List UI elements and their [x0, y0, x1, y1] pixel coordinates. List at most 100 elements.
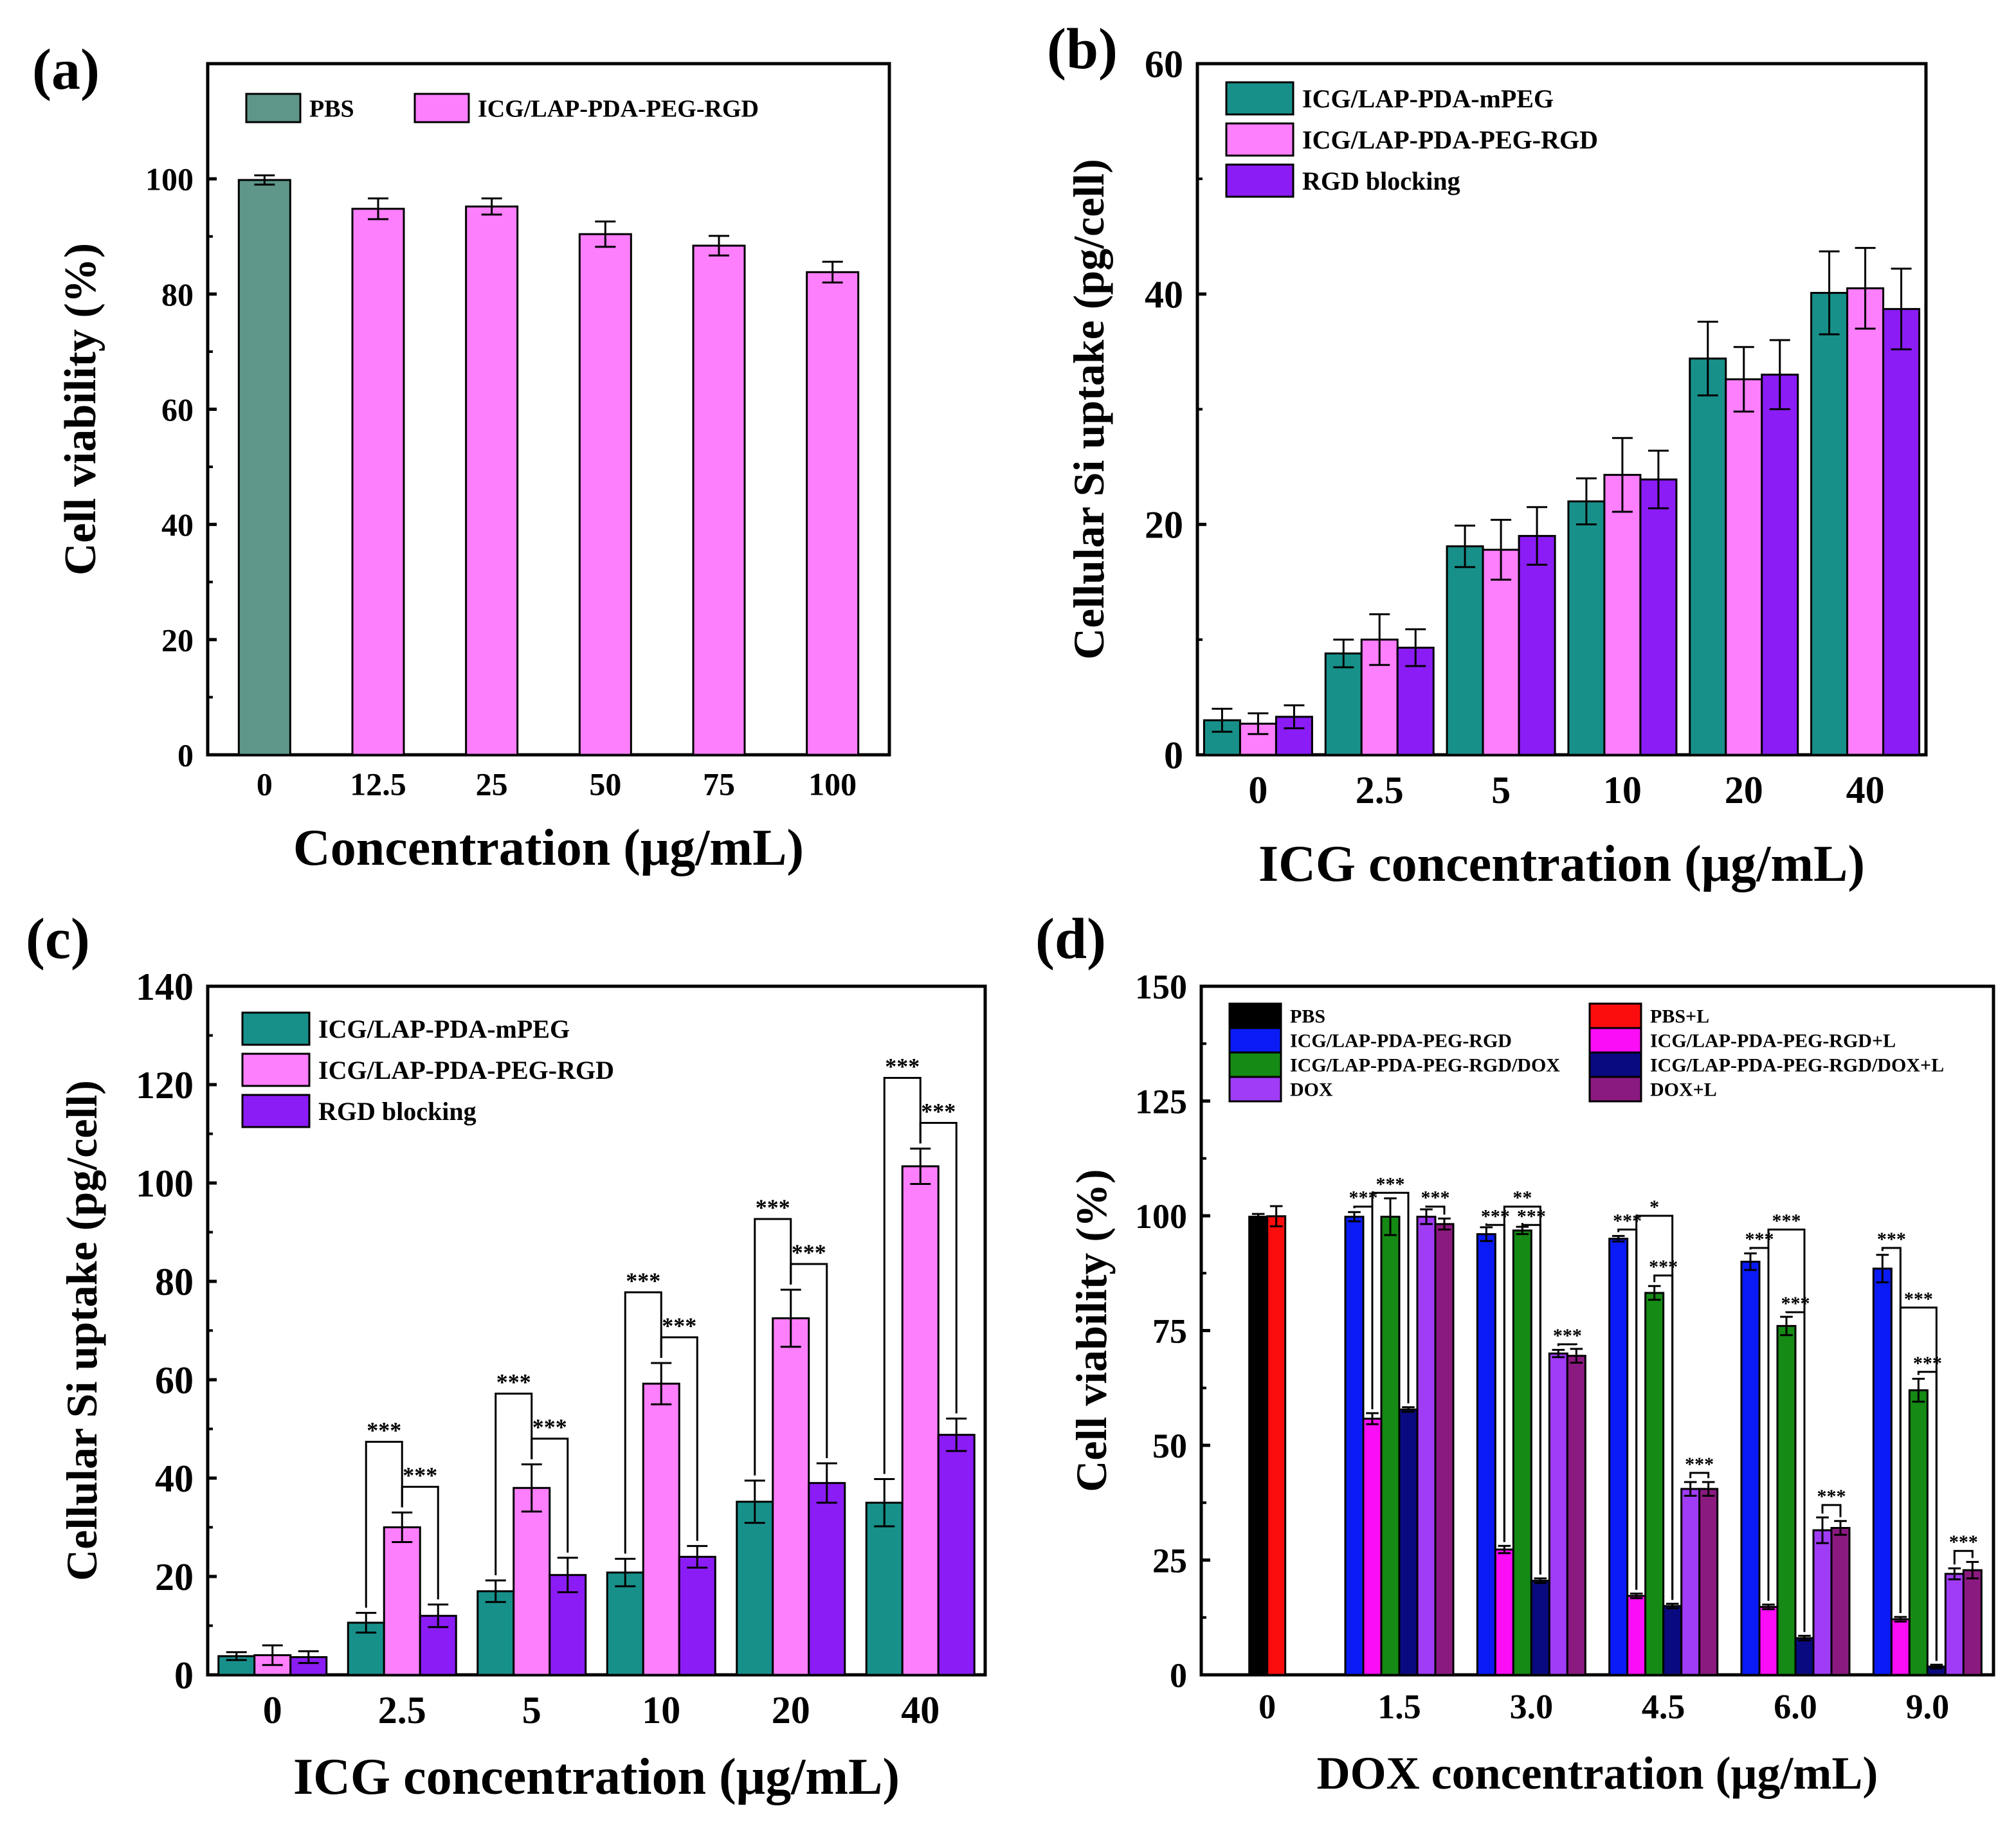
bar-icg-lap-pda-peg-rgd-3-0: [1476, 1233, 1496, 1676]
bar-icg-lap-pda-peg-rgd-40: [1846, 287, 1885, 756]
panel-d: (d) 0 25 50 75 100 125 150 0 1.5 3.0 4.5 6.0 9.0 DOX …: [1035, 907, 1995, 1799]
y-tick-label: 0: [1164, 734, 1183, 777]
significance-bracket: [1785, 1311, 1806, 1632]
significance-label: ***: [756, 1195, 790, 1220]
significance-label: ***: [1781, 1293, 1810, 1314]
plot-frame: [206, 62, 891, 757]
bar-icg-lap-pda-peg-rgd-10: [642, 1382, 680, 1676]
x-tick-label: 50: [589, 766, 621, 802]
bar-icg-lap-pda-mpeg-5: [477, 1590, 515, 1676]
legend-label-icg-lap-pda-peg-rgd-dox: ICG/LAP-PDA-PEG-RGD/DOX: [1290, 1055, 1560, 1076]
significance-bracket: [1821, 1504, 1842, 1517]
significance-label: ***: [792, 1240, 826, 1265]
bar-icg-lap-pda-mpeg-40: [865, 1501, 904, 1676]
y-tick-label: 125: [1135, 1082, 1187, 1121]
legend-label-icg-lap-pda-mpeg: ICG/LAP-PDA-mPEG: [1302, 84, 1554, 113]
x-tick-label: 4.5: [1642, 1688, 1685, 1726]
bar-icg-lap-pda-peg-rgd-20: [772, 1317, 810, 1676]
legend-swatch-icg-lap-pda-peg-rgd: [1228, 1027, 1282, 1054]
x-axis-label: DOX concentration (μg/mL): [1317, 1747, 1878, 1799]
x-tick-label: 10: [642, 1689, 680, 1731]
bar-rgd-blocking-20: [808, 1482, 846, 1676]
significance-label: ***: [885, 1053, 920, 1079]
x-tick-label: 40: [901, 1689, 940, 1731]
y-tick-label: 25: [1152, 1541, 1187, 1580]
significance-bracket: [883, 1076, 922, 1474]
significance-bracket: [919, 1121, 958, 1414]
significance-bracket: [401, 1486, 439, 1600]
panel-b: (b) 0 20 40 60 0 2.5 5 10 20 40 ICG concentration …: [1047, 17, 1928, 892]
significance-label: ***: [1877, 1229, 1906, 1250]
legend-swatch-icg-lap-pda-peg-rgd-dox: [1228, 1051, 1282, 1078]
legend-swatch-icg-lap-pda-peg-rgd-l: [1588, 1027, 1642, 1054]
y-tick-label: 100: [136, 1162, 194, 1205]
x-tick-label: 20: [772, 1689, 810, 1731]
legend-swatch-icg-lap-pda-peg-rgd: [413, 93, 470, 123]
y-tick-label: 0: [174, 1654, 194, 1697]
bar-rgd-blocking-40: [1882, 308, 1921, 756]
y-axis-label: Cellular Si uptake (pg/cell): [57, 1080, 106, 1581]
significance-label: ***: [1649, 1256, 1678, 1278]
x-tick-label: 9.0: [1906, 1688, 1950, 1726]
bar-rgd-blocking-2-5: [419, 1614, 457, 1676]
bar-icg-lap-pda-peg-rgd-5: [513, 1486, 551, 1676]
significance-label: ***: [626, 1268, 660, 1294]
significance-bracket: [1371, 1191, 1410, 1410]
bar-icg-lap-pda-peg-rgd-40: [901, 1165, 940, 1676]
legend-swatch-rgd-blocking: [241, 1094, 311, 1128]
bar-dox-l-6-0: [1830, 1527, 1851, 1676]
legend-label-icg-lap-pda-peg-rgd: ICG/LAP-PDA-PEG-RGD: [478, 95, 759, 122]
legend-label-pbs-l: PBS+L: [1650, 1006, 1709, 1027]
legend-swatch-dox: [1228, 1076, 1282, 1103]
significance-label: ***: [1613, 1210, 1642, 1231]
bar-icg-lap-pda-peg-rgd-dox-l-4-5: [1662, 1605, 1683, 1676]
legend-swatch-pbs: [1228, 1002, 1282, 1029]
legend-label-icg-lap-pda-peg-rgd: ICG/LAP-PDA-PEG-RGD: [1302, 125, 1598, 154]
y-tick-label: 80: [155, 1261, 194, 1303]
bar-icg-lap-pda-mpeg-5: [1446, 545, 1484, 756]
significance-bracket: [660, 1336, 698, 1541]
bar-icg-lap-pda-peg-rgd-dox-6-0: [1776, 1324, 1797, 1676]
significance-label: ***: [1913, 1353, 1942, 1374]
legend-swatch-icg-lap-pda-peg-rgd-dox-l: [1588, 1051, 1642, 1078]
y-tick-label: 60: [161, 392, 194, 428]
legend-swatch-icg-lap-pda-peg-rgd: [241, 1052, 311, 1087]
bar-icg-lap-pda-mpeg-20: [736, 1501, 774, 1676]
legend-label-dox-l: DOX+L: [1650, 1079, 1717, 1101]
bar-icg-lap-pda-peg-rgd-dox-l-1-5: [1398, 1408, 1419, 1676]
bar-icg-lap-pda-peg-rgd-75: [692, 244, 746, 756]
bar-icg-lap-pda-peg-rgd-dox-l-6-0: [1794, 1637, 1815, 1676]
x-tick-label: 5: [522, 1689, 541, 1731]
bar-icg-lap-pda-mpeg-10: [606, 1571, 644, 1676]
y-axis-label: Cellular Si uptake (pg/cell): [1064, 159, 1113, 660]
x-tick-label: 0: [1248, 769, 1267, 811]
significance-label: ***: [367, 1418, 401, 1443]
bar-icg-lap-pda-peg-rgd-dox-9-0: [1908, 1389, 1929, 1676]
significance-bracket: [624, 1291, 662, 1554]
x-tick-label: 2.5: [378, 1689, 426, 1731]
bar-icg-lap-pda-peg-rgd-100: [806, 271, 860, 756]
legend-swatch-pbs-l: [1588, 1002, 1642, 1029]
bar-rgd-blocking-10: [1639, 478, 1678, 756]
significance-label: ***: [403, 1463, 437, 1488]
legend-swatch-dox-l: [1588, 1076, 1642, 1103]
panel-label-d: (d): [1035, 907, 1106, 971]
x-tick-label: 10: [1603, 769, 1642, 811]
significance-label: ***: [662, 1313, 696, 1339]
y-tick-label: 120: [136, 1064, 194, 1106]
significance-bracket: [790, 1263, 828, 1459]
y-tick-label: 80: [161, 276, 194, 312]
significance-bracket: [1689, 1472, 1710, 1479]
y-tick-label: 100: [1135, 1197, 1187, 1236]
significance-bracket: [495, 1393, 533, 1576]
significance-label: ***: [1481, 1205, 1510, 1227]
bar-rgd-blocking-5: [1518, 535, 1556, 756]
significance-bracket: [1557, 1343, 1577, 1346]
bar-icg-lap-pda-mpeg-10: [1567, 500, 1606, 756]
y-tick-label: 40: [161, 507, 194, 543]
bar-icg-lap-pda-peg-rgd-20: [1725, 378, 1763, 756]
x-tick-label: 1.5: [1377, 1688, 1421, 1726]
bar-icg-lap-pda-mpeg-20: [1689, 357, 1727, 756]
significance-label: ***: [1349, 1187, 1378, 1209]
significance-label: ***: [496, 1369, 531, 1395]
